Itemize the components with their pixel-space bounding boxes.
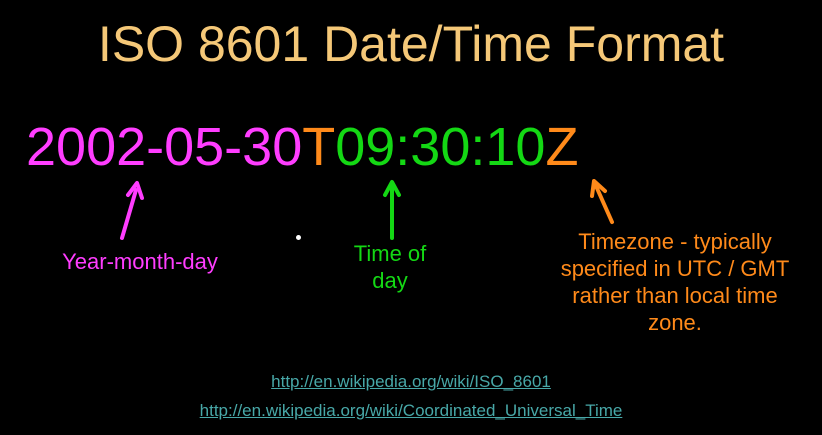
- time-part: 09:30:10: [335, 117, 546, 177]
- stray-dot: [296, 235, 301, 240]
- timezone-label-line: specified in UTC / GMT: [560, 256, 790, 281]
- timezone-label-line: zone.: [648, 310, 702, 335]
- arrow-to-zone: [590, 179, 614, 224]
- arrow-to-date: [120, 181, 144, 240]
- time-label: Time of day: [315, 240, 465, 294]
- date-part: 2002-05-30: [26, 117, 303, 177]
- time-label-line: Time of: [353, 241, 427, 266]
- time-label-line: day: [372, 268, 408, 293]
- arrow-to-time: [383, 180, 401, 240]
- timezone-label: Timezone - typically specified in UTC / …: [540, 228, 810, 336]
- time-separator: T: [302, 117, 336, 177]
- timezone-label-line: rather than local time: [572, 283, 778, 308]
- slide-title: ISO 8601 Date/Time Format: [97, 16, 725, 72]
- date-label: Year-month-day: [62, 249, 218, 274]
- iso-8601-link[interactable]: http://en.wikipedia.org/wiki/ISO_8601: [271, 372, 551, 391]
- timezone-label-line: Timezone - typically: [578, 229, 772, 254]
- utc-link[interactable]: http://en.wikipedia.org/wiki/Coordinated…: [199, 401, 623, 420]
- iso-datetime-example: 2002-05-30T09:30:10Z: [26, 117, 578, 177]
- zone-designator: Z: [545, 117, 579, 177]
